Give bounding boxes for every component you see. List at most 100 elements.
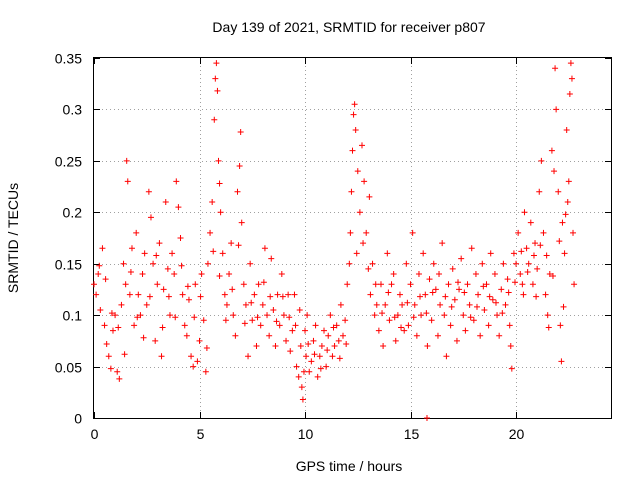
data-point bbox=[216, 273, 223, 280]
data-point bbox=[365, 265, 372, 272]
data-point bbox=[413, 332, 420, 339]
data-point bbox=[565, 178, 572, 185]
data-point bbox=[238, 219, 245, 226]
data-point bbox=[179, 291, 186, 298]
data-point bbox=[492, 299, 499, 306]
data-point bbox=[287, 348, 294, 355]
data-point bbox=[443, 353, 450, 360]
data-point bbox=[520, 291, 527, 298]
data-point bbox=[305, 340, 312, 347]
y-tick-label: 0.2 bbox=[63, 205, 83, 221]
data-point bbox=[486, 293, 493, 300]
data-point bbox=[568, 75, 575, 82]
data-point bbox=[109, 327, 116, 334]
data-point bbox=[192, 281, 199, 288]
data-point bbox=[388, 281, 395, 288]
data-point bbox=[468, 245, 475, 252]
data-point bbox=[216, 180, 223, 187]
data-point bbox=[156, 240, 163, 247]
data-point bbox=[423, 415, 430, 421]
data-point bbox=[494, 312, 501, 319]
data-point bbox=[268, 255, 275, 262]
data-point bbox=[481, 307, 488, 313]
data-point bbox=[524, 268, 531, 275]
data-point bbox=[445, 281, 452, 288]
data-point bbox=[146, 293, 153, 300]
data-point bbox=[127, 268, 134, 275]
y-tick-label: 0.05 bbox=[55, 360, 82, 376]
data-point bbox=[506, 322, 513, 329]
data-point bbox=[399, 301, 406, 308]
data-point bbox=[236, 163, 243, 169]
x-axis-label: GPS time / hours bbox=[296, 458, 403, 474]
data-point bbox=[261, 245, 268, 252]
y-tick-label: 0 bbox=[74, 411, 82, 427]
data-point bbox=[529, 281, 536, 288]
data-point bbox=[95, 271, 102, 277]
data-point bbox=[336, 355, 343, 362]
data-point bbox=[394, 312, 401, 319]
data-point bbox=[367, 291, 374, 298]
data-point bbox=[324, 347, 331, 354]
data-point bbox=[447, 322, 454, 329]
y-axis-label: SRMTID / TECUs bbox=[5, 183, 21, 293]
data-point bbox=[549, 273, 556, 280]
data-point bbox=[122, 281, 129, 288]
data-point bbox=[461, 289, 468, 296]
data-point bbox=[323, 363, 330, 370]
data-point bbox=[518, 248, 525, 255]
data-point bbox=[159, 324, 166, 331]
data-point bbox=[382, 301, 389, 308]
data-point bbox=[123, 157, 130, 164]
data-point bbox=[211, 116, 218, 123]
data-point bbox=[96, 262, 103, 269]
data-point bbox=[372, 281, 379, 288]
data-point bbox=[251, 291, 258, 298]
data-point bbox=[523, 245, 530, 252]
y-tick-label: 0.15 bbox=[55, 257, 82, 273]
data-point bbox=[297, 343, 304, 349]
data-point bbox=[105, 353, 112, 360]
data-point bbox=[183, 332, 190, 339]
data-point bbox=[196, 337, 203, 344]
data-point bbox=[500, 260, 507, 267]
data-point bbox=[198, 271, 205, 277]
data-point bbox=[131, 322, 138, 329]
data-point bbox=[267, 293, 274, 300]
data-point bbox=[515, 229, 522, 236]
data-point bbox=[296, 307, 303, 313]
data-point bbox=[519, 281, 526, 288]
data-point bbox=[371, 312, 378, 319]
data-point bbox=[420, 250, 427, 257]
data-point bbox=[340, 332, 347, 339]
data-point bbox=[363, 229, 370, 236]
data-point bbox=[353, 250, 360, 257]
data-point bbox=[429, 289, 436, 296]
data-point bbox=[280, 312, 287, 319]
data-point bbox=[453, 337, 460, 344]
data-point bbox=[474, 303, 481, 310]
data-point bbox=[390, 271, 397, 277]
data-point bbox=[543, 252, 550, 259]
data-point bbox=[223, 301, 230, 308]
data-point bbox=[555, 188, 562, 195]
data-point bbox=[124, 178, 131, 185]
data-point bbox=[350, 111, 357, 118]
data-point bbox=[178, 262, 185, 269]
data-point bbox=[396, 291, 403, 298]
data-point bbox=[405, 322, 412, 329]
data-point bbox=[141, 250, 148, 257]
data-point bbox=[292, 322, 299, 329]
data-point bbox=[333, 322, 340, 329]
data-point bbox=[153, 252, 160, 259]
data-point bbox=[215, 157, 222, 164]
x-tick-label: 5 bbox=[197, 426, 205, 442]
data-point bbox=[517, 271, 524, 277]
data-point bbox=[329, 353, 336, 360]
data-point bbox=[158, 353, 165, 360]
data-point bbox=[358, 142, 365, 149]
data-point bbox=[373, 301, 380, 308]
data-point bbox=[298, 384, 305, 391]
data-point bbox=[563, 127, 570, 133]
data-point bbox=[273, 318, 280, 325]
